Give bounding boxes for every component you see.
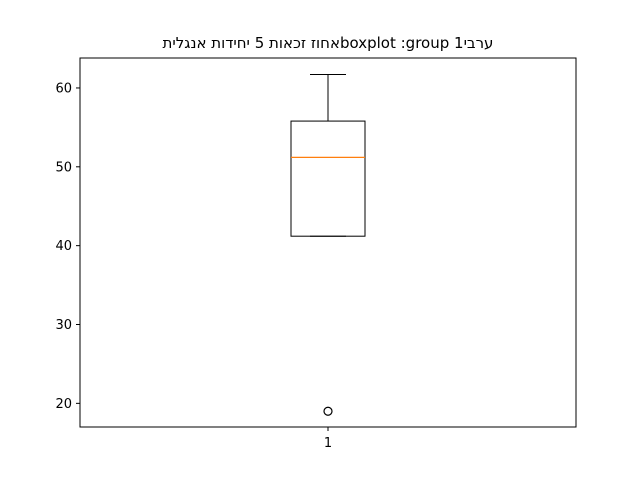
- y-tick-label: 20: [55, 397, 72, 412]
- y-tick-label: 30: [55, 318, 72, 333]
- y-tick-label: 60: [55, 81, 72, 96]
- y-tick-label: 50: [55, 160, 72, 175]
- chart-title: ערבי1 boxplot :groupאחוז זכאות 5 יחידות …: [163, 34, 494, 52]
- plot-area: 20 30 40 50 60 1: [55, 74, 366, 451]
- outlier-point: [323, 406, 333, 416]
- axes-frame: [79, 57, 577, 428]
- x-tick-label: 1: [324, 436, 332, 451]
- box-iqr: [290, 120, 366, 237]
- y-tick-label: 40: [55, 239, 72, 254]
